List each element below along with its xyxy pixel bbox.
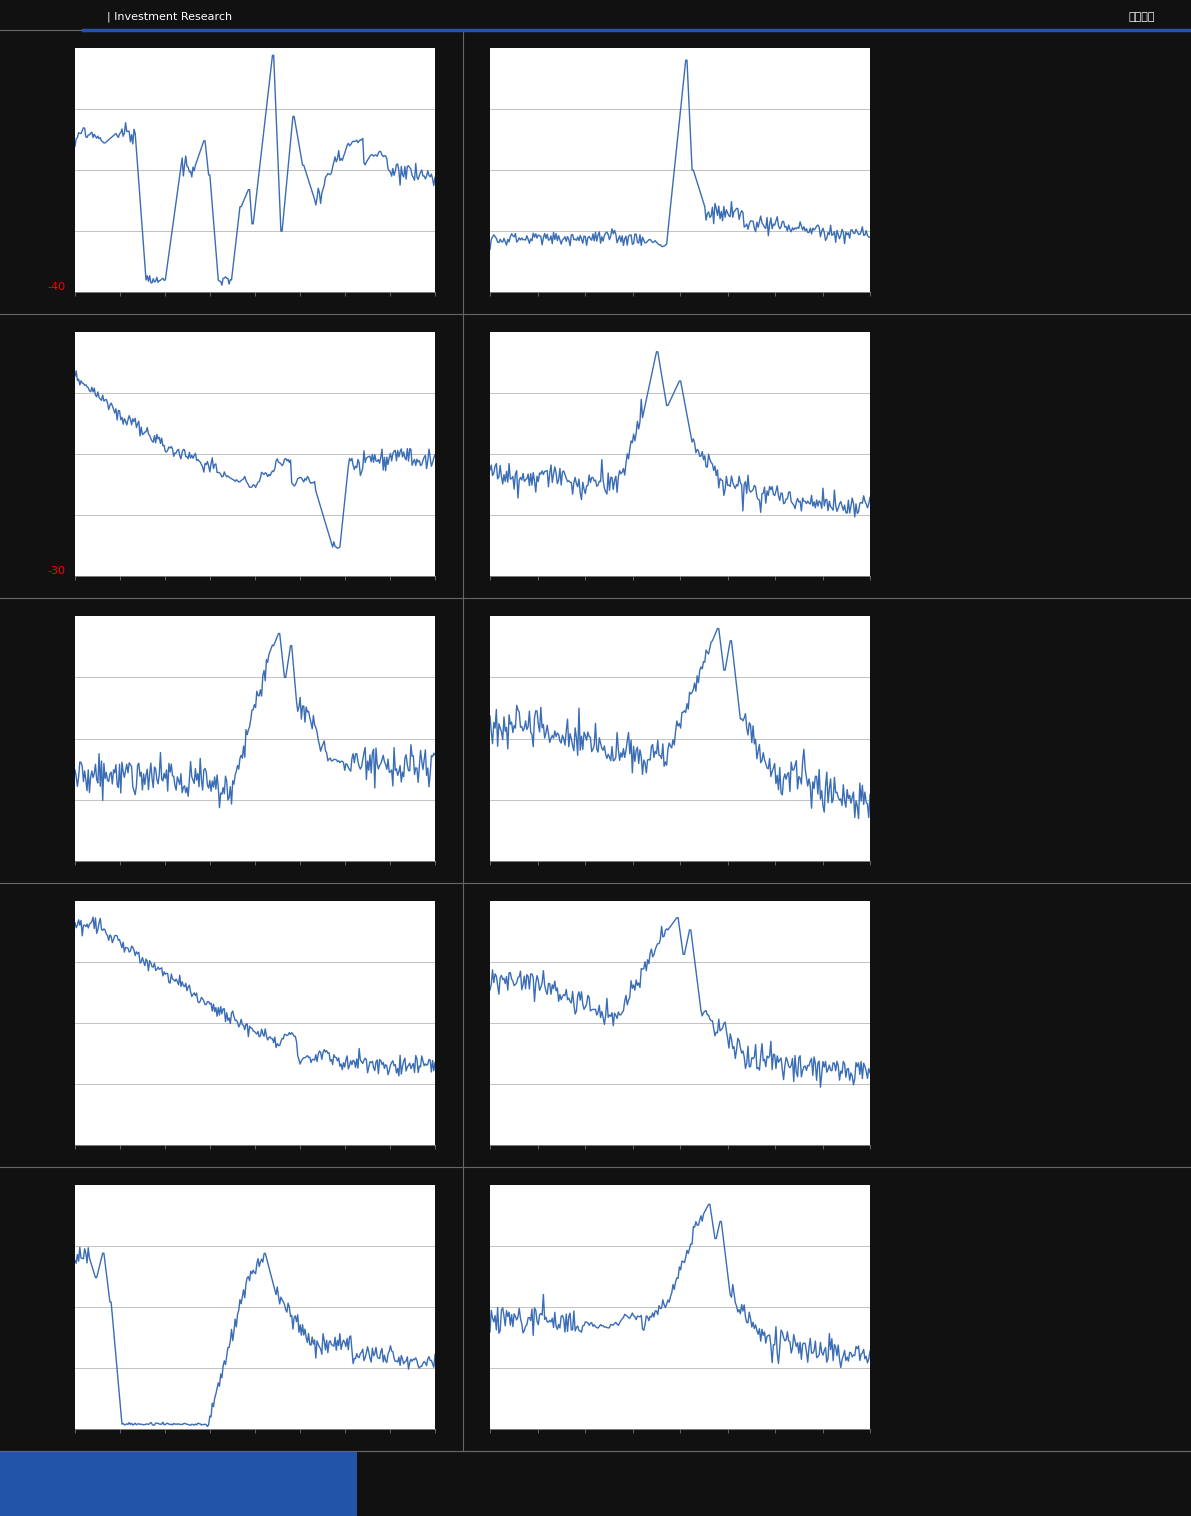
Text: -40: -40 [48, 282, 66, 293]
Text: -30: -30 [48, 567, 66, 576]
Text: | Investment Research: | Investment Research [107, 12, 232, 23]
Text: 估值周报: 估值周报 [1129, 12, 1155, 23]
